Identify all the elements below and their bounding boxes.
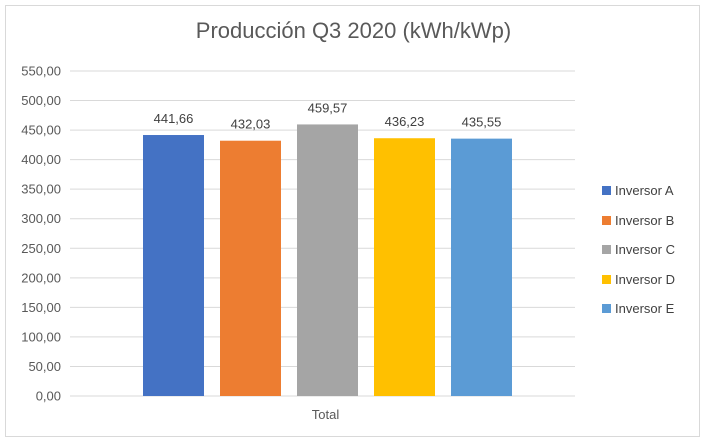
legend-swatch bbox=[602, 186, 611, 196]
chart-legend: Inversor A Inversor B Inversor C Inversor D… bbox=[602, 176, 675, 324]
y-tick-label: 100,00 bbox=[21, 329, 61, 344]
y-tick-label: 50,00 bbox=[28, 359, 61, 374]
y-tick-label: 350,00 bbox=[21, 182, 61, 197]
y-tick-label: 200,00 bbox=[21, 270, 61, 285]
legend-swatch bbox=[602, 304, 611, 314]
legend-swatch bbox=[602, 274, 611, 284]
y-tick-label: 0,00 bbox=[36, 389, 61, 404]
chart-title: Producción Q3 2020 (kWh/kWp) bbox=[195, 18, 512, 43]
bar bbox=[451, 138, 512, 396]
legend-swatch bbox=[602, 215, 611, 225]
data-label: 432,03 bbox=[231, 117, 271, 132]
y-tick-label: 150,00 bbox=[21, 300, 61, 315]
data-label: 459,57 bbox=[308, 100, 348, 115]
x-category-label: Total bbox=[312, 407, 340, 422]
legend-label: Inversor D bbox=[615, 271, 675, 287]
data-label: 441,66 bbox=[154, 111, 194, 126]
legend-item: Inversor C bbox=[602, 235, 675, 265]
y-tick-label: 500,00 bbox=[21, 93, 61, 108]
bar bbox=[143, 135, 204, 396]
legend-label: Inversor B bbox=[615, 212, 675, 228]
y-tick-label: 300,00 bbox=[21, 211, 61, 226]
bar bbox=[374, 138, 435, 396]
legend-item: Inversor D bbox=[602, 265, 675, 295]
legend-label: Inversor C bbox=[615, 242, 675, 258]
bar bbox=[297, 124, 358, 396]
y-tick-label: 400,00 bbox=[21, 152, 61, 167]
legend-item: Inversor E bbox=[602, 294, 675, 324]
legend-label: Inversor A bbox=[615, 183, 674, 199]
y-tick-label: 250,00 bbox=[21, 241, 61, 256]
y-tick-label: 550,00 bbox=[21, 64, 61, 79]
legend-item: Inversor B bbox=[602, 206, 675, 236]
legend-swatch bbox=[602, 245, 611, 255]
y-tick-label: 450,00 bbox=[21, 123, 61, 138]
legend-label: Inversor E bbox=[615, 301, 675, 317]
bar bbox=[220, 140, 281, 396]
data-label: 435,55 bbox=[462, 115, 502, 130]
legend-item: Inversor A bbox=[602, 176, 675, 206]
data-label: 436,23 bbox=[385, 114, 425, 129]
